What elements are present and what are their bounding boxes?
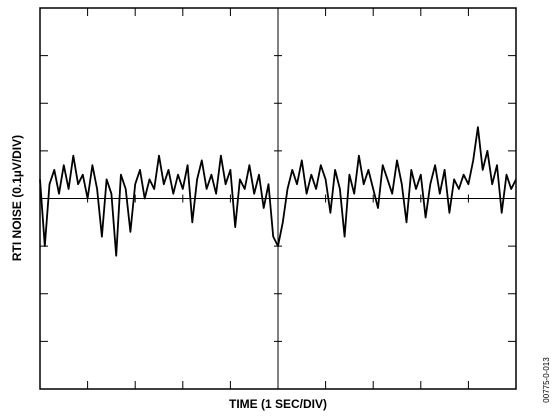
y-axis-label: RTI NOISE (0.1µV/DIV)	[10, 135, 24, 261]
figure-id: 00775-0-013	[542, 357, 551, 403]
noise-trace	[39, 126, 517, 257]
x-axis-label: TIME (1 SEC/DIV)	[229, 397, 327, 411]
